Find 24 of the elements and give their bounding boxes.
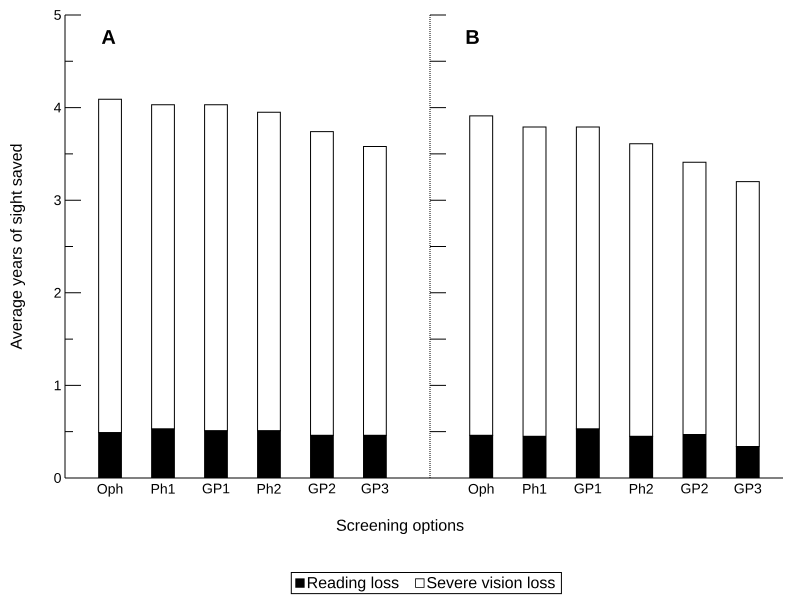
x-tick-label: GP2 [681,484,708,494]
x-axis-title: Screening options [336,519,464,534]
x-tick-label: GP3 [362,484,388,494]
y-tick-label: 1 [54,380,61,390]
x-tick-label: GP2 [308,484,336,494]
x-tick-label: Ph2 [258,484,281,494]
x-tick-label: GP3 [734,484,762,494]
x-tick-label: GP1 [202,484,230,494]
legend-label: Reading loss [308,576,399,592]
y-tick-label: 4 [54,102,62,112]
x-tick-label: Ph1 [523,484,546,494]
y-tick-label: 0 [54,473,61,483]
annotation: A [102,30,116,44]
x-tick-label: Ph2 [630,484,653,494]
x-tick-label: Oph [97,484,122,497]
y-tick-label: 5 [54,10,61,20]
x-tick-label: GP1 [574,484,602,494]
y-axis-title: Average years of sight saved [10,144,26,350]
annotation: B [466,30,479,44]
y-tick-label: 2 [54,288,61,298]
x-tick-label: Oph [468,484,494,497]
legend-label: Severe vision loss [427,576,555,588]
x-tick-label: Ph1 [152,484,175,494]
y-tick-label: 3 [54,195,61,206]
